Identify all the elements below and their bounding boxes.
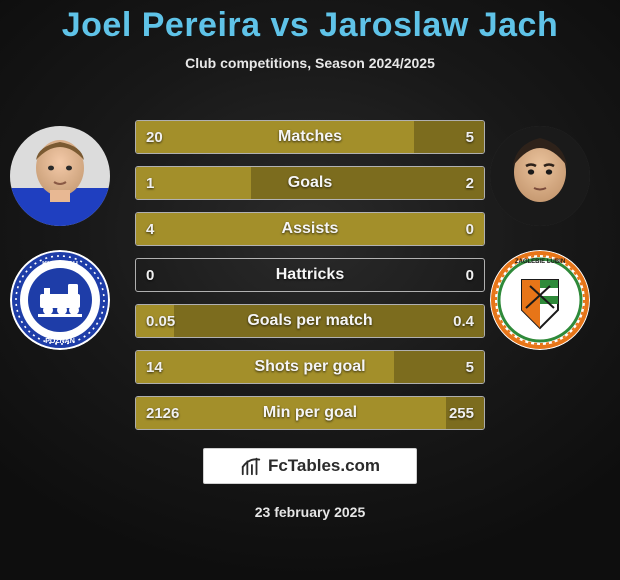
stat-value-right: 5 (466, 351, 474, 383)
footer-date: 23 february 2025 (0, 504, 620, 520)
stat-value-left: 0.05 (146, 305, 175, 337)
zaglebie-badge-icon: ZAGLEBIE LUBIN (490, 250, 590, 350)
stat-value-right: 0 (466, 213, 474, 245)
stat-label: Assists (136, 213, 484, 245)
stat-value-left: 0 (146, 259, 154, 291)
stat-label: Matches (136, 121, 484, 153)
avatar-left-icon (10, 126, 110, 226)
stat-label: Goals (136, 167, 484, 199)
stat-value-right: 5 (466, 121, 474, 153)
club-badge-right: ZAGLEBIE LUBIN (490, 250, 590, 350)
stats-table: Matches205Goals12Assists40Hattricks00Goa… (135, 120, 485, 442)
subtitle: Club competitions, Season 2024/2025 (0, 55, 620, 71)
svg-text:POZNAN: POZNAN (45, 338, 75, 345)
stat-value-left: 14 (146, 351, 163, 383)
stat-label: Goals per match (136, 305, 484, 337)
stat-row: Min per goal2126 255 (135, 396, 485, 430)
player-avatar-right (490, 126, 590, 226)
stat-label: Shots per goal (136, 351, 484, 383)
branding-box[interactable]: FcTables.com (203, 448, 417, 484)
stat-value-left: 20 (146, 121, 163, 153)
stat-value-right: 0 (466, 259, 474, 291)
lech-badge-icon: KKS LECH POZNAN (10, 250, 110, 350)
fctables-logo-icon (240, 455, 262, 477)
stat-label: Hattricks (136, 259, 484, 291)
stat-value-left: 2126 (146, 397, 179, 429)
stat-value-left: 1 (146, 167, 154, 199)
stat-row: Assists4 0 (135, 212, 485, 246)
stat-value-right: 2 (466, 167, 474, 199)
branding-text: FcTables.com (268, 456, 380, 476)
stat-row: Shots per goal14 5 (135, 350, 485, 384)
svg-text:KKS LECH: KKS LECH (42, 261, 78, 268)
stat-value-left: 4 (146, 213, 154, 245)
page-title: Joel Pereira vs Jaroslaw Jach (0, 0, 620, 45)
avatar-right-icon (490, 126, 590, 226)
player-avatar-left (10, 126, 110, 226)
stat-label: Min per goal (136, 397, 484, 429)
svg-text:ZAGLEBIE LUBIN: ZAGLEBIE LUBIN (515, 259, 565, 265)
club-badge-left: KKS LECH POZNAN (10, 250, 110, 350)
stat-row: Goals per match0.05 0.4 (135, 304, 485, 338)
stat-row: Goals1 2 (135, 166, 485, 200)
stat-value-right: 255 (449, 397, 474, 429)
stat-value-right: 0.4 (453, 305, 474, 337)
stat-row: Hattricks0 0 (135, 258, 485, 292)
stat-row: Matches20 5 (135, 120, 485, 154)
